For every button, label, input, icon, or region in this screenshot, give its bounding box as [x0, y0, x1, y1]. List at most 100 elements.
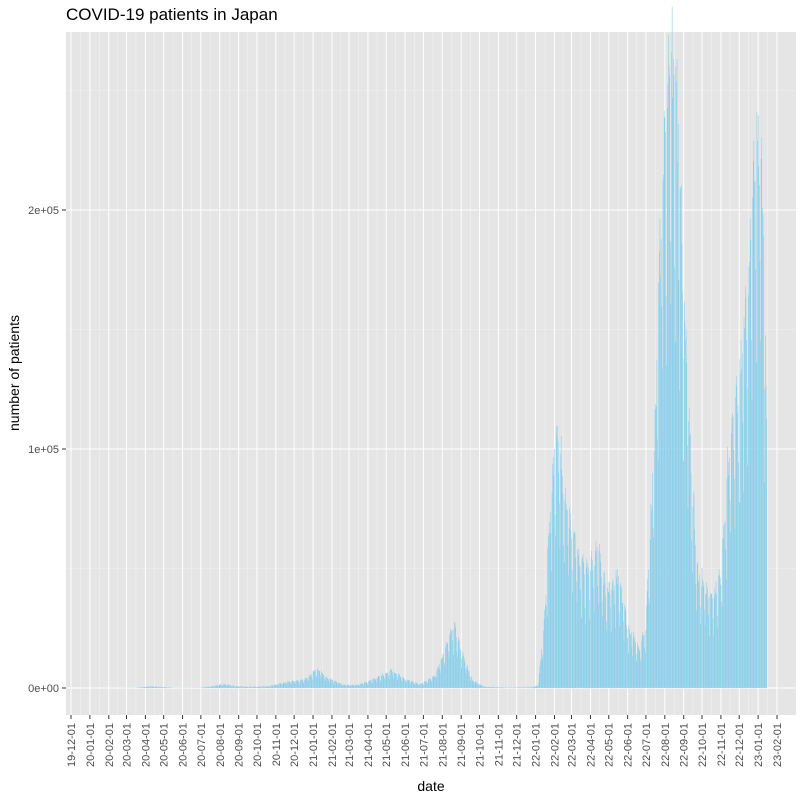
daily-bar — [721, 607, 723, 688]
daily-bar — [495, 687, 497, 688]
daily-bar — [479, 684, 481, 688]
daily-bar — [222, 685, 224, 688]
x-tick-label: 22-08-01 — [660, 723, 672, 767]
daily-bar — [654, 409, 656, 688]
daily-bar — [341, 685, 342, 688]
daily-bar — [398, 673, 400, 688]
daily-bar — [590, 570, 591, 688]
daily-bar — [440, 672, 441, 688]
daily-bar — [437, 667, 438, 688]
daily-bar — [165, 687, 166, 688]
daily-bar — [407, 680, 409, 688]
daily-bar — [676, 81, 677, 688]
daily-bar — [568, 575, 569, 688]
daily-bar — [349, 685, 351, 688]
daily-bar — [285, 683, 287, 688]
daily-bar — [747, 465, 749, 688]
daily-bar — [718, 576, 719, 688]
daily-bar — [295, 681, 297, 688]
daily-bar — [310, 674, 312, 688]
daily-bar — [230, 685, 232, 688]
daily-bar — [596, 547, 598, 688]
x-tick-label: 20-01-01 — [85, 723, 97, 767]
daily-bar — [639, 650, 641, 688]
daily-bar — [691, 572, 693, 688]
daily-bar — [326, 676, 327, 688]
daily-bar — [554, 449, 555, 688]
daily-bar — [527, 687, 528, 688]
daily-bar — [449, 632, 451, 688]
daily-bar — [553, 475, 555, 688]
daily-bar — [368, 680, 370, 688]
daily-bar — [365, 681, 366, 688]
daily-bar — [439, 669, 441, 688]
daily-bar — [309, 674, 311, 688]
daily-bar — [414, 684, 416, 688]
daily-bar — [543, 630, 544, 688]
daily-bar — [388, 679, 390, 688]
daily-bar — [540, 661, 541, 688]
daily-bar — [160, 686, 161, 688]
daily-bar — [316, 677, 317, 688]
daily-bar — [499, 687, 500, 688]
daily-bar — [718, 569, 720, 688]
daily-bar — [666, 365, 667, 688]
daily-bar — [722, 538, 724, 688]
daily-bar — [441, 658, 442, 688]
daily-bar — [596, 553, 597, 688]
daily-bar — [218, 685, 220, 688]
x-tick-label: 23-02-01 — [772, 723, 784, 767]
daily-bar — [366, 681, 367, 688]
daily-bar — [575, 557, 577, 688]
daily-bar — [551, 493, 553, 688]
daily-bar — [382, 675, 384, 688]
daily-bar — [612, 579, 614, 688]
daily-bar — [643, 635, 644, 688]
daily-bar — [242, 686, 243, 688]
daily-bar — [570, 513, 571, 688]
daily-bar — [204, 687, 205, 688]
daily-bar — [764, 482, 766, 688]
daily-bar — [663, 110, 665, 688]
daily-bar — [239, 686, 241, 688]
daily-bar — [285, 682, 286, 688]
daily-bar — [741, 369, 742, 688]
daily-bar — [550, 533, 552, 688]
daily-bar — [231, 685, 233, 688]
daily-bar — [438, 667, 439, 688]
daily-bar — [454, 623, 456, 688]
daily-bar — [317, 668, 319, 688]
daily-bar — [673, 74, 675, 689]
daily-bar — [276, 684, 278, 688]
daily-bar — [581, 617, 582, 688]
daily-bar — [444, 664, 446, 688]
daily-bar — [492, 686, 493, 688]
daily-bar — [566, 509, 567, 688]
daily-bar — [758, 166, 759, 689]
daily-bar — [210, 686, 211, 688]
daily-bar — [474, 684, 475, 688]
daily-bar — [362, 683, 363, 688]
daily-bar — [666, 107, 668, 688]
daily-bar — [577, 555, 579, 688]
daily-bar — [321, 671, 322, 688]
daily-bar — [315, 670, 316, 688]
daily-bar — [377, 677, 378, 688]
daily-bar — [571, 569, 573, 688]
x-tick-label: 22-09-01 — [679, 723, 691, 767]
daily-bar — [354, 686, 356, 688]
daily-bar — [426, 680, 427, 688]
daily-bar — [213, 686, 214, 688]
daily-bar — [591, 560, 593, 688]
daily-bar — [349, 684, 350, 688]
daily-bar — [272, 685, 274, 688]
daily-bar — [367, 684, 369, 688]
daily-bar — [751, 400, 753, 688]
daily-bar — [554, 514, 556, 688]
daily-bar — [702, 581, 704, 688]
daily-bar — [634, 643, 636, 688]
daily-bar — [699, 574, 700, 688]
daily-bar — [425, 681, 427, 688]
daily-bar — [378, 676, 380, 688]
daily-bar — [368, 680, 369, 688]
